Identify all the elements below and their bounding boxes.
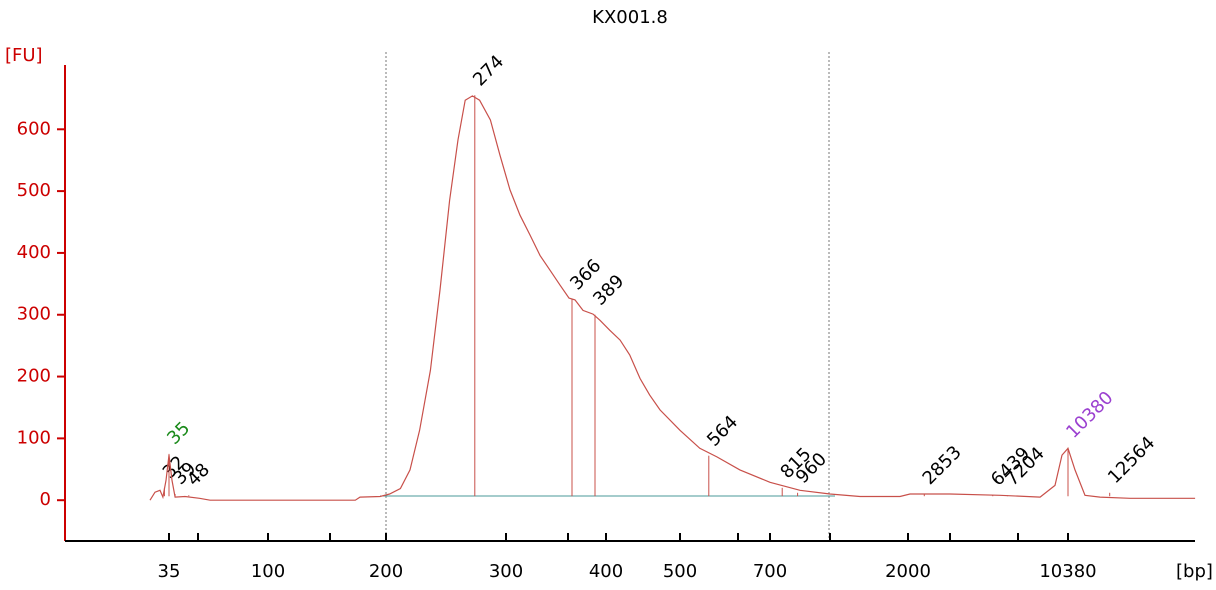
trace: [149, 95, 1196, 501]
y-tick-label: 400: [17, 242, 51, 263]
x-tick-label: 100: [251, 561, 285, 582]
x-tick-label: 200: [369, 561, 403, 582]
y-tick-label: 200: [17, 366, 51, 387]
peak-label: 35: [163, 418, 194, 449]
y-tick-label: 300: [17, 304, 51, 325]
y-tick-label: 100: [17, 427, 51, 448]
x-tick-label: 400: [589, 561, 623, 582]
peak-label: 12564: [1104, 433, 1159, 488]
peak-label: 564: [703, 412, 742, 451]
peak-label: 10380: [1062, 387, 1117, 442]
x-tick-label: 700: [753, 561, 787, 582]
x-tick-label: 2000: [885, 561, 931, 582]
x-tick-label: 10380: [1039, 561, 1096, 582]
x-tick-label: 500: [663, 561, 697, 582]
x-axis-label: [bp]: [1176, 561, 1213, 582]
y-tick-label: 500: [17, 180, 51, 201]
x-tick-label: 300: [489, 561, 523, 582]
peak-label: 2853: [919, 442, 966, 489]
y-tick-label: 600: [17, 118, 51, 139]
chart-title: KX001.8: [592, 7, 668, 28]
peak-label: 274: [469, 51, 508, 90]
x-tick-label: 35: [158, 561, 181, 582]
y-tick-label: 0: [40, 489, 51, 510]
y-axis-label: [FU]: [5, 45, 43, 66]
